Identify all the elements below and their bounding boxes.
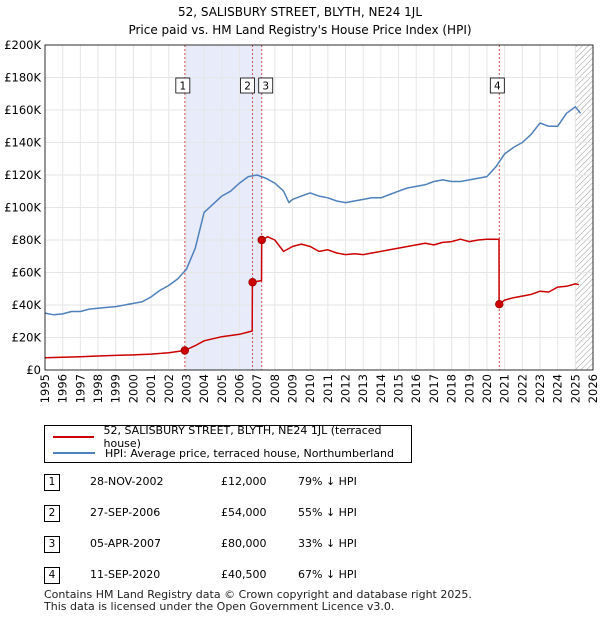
transaction-number: 2 bbox=[44, 505, 60, 522]
legend-item-hpi: HPI: Average price, terraced house, Nort… bbox=[53, 445, 394, 461]
price-paid-swatch bbox=[53, 436, 94, 438]
x-tick-label: 2025 bbox=[568, 374, 582, 403]
x-tick-label: 2008 bbox=[268, 374, 282, 403]
sale-1-point bbox=[180, 346, 190, 355]
y-tick-label: £120K bbox=[4, 168, 41, 182]
y-tick-label: £0 bbox=[26, 363, 41, 377]
sale-2-point bbox=[248, 278, 257, 287]
plot-frame bbox=[44, 44, 594, 371]
transaction-price: £80,000 bbox=[221, 537, 267, 550]
sale-badge-number: 2 bbox=[244, 81, 251, 93]
x-tick-label: 2013 bbox=[356, 374, 370, 403]
x-tick-label: 1999 bbox=[109, 374, 123, 403]
sale-3-badge: 3 bbox=[258, 77, 274, 94]
sale-2-badge: 2 bbox=[240, 77, 255, 94]
transaction-date: 05-APR-2007 bbox=[90, 537, 162, 550]
sale-4-point bbox=[495, 299, 504, 309]
x-tick-label: 2026 bbox=[586, 374, 600, 403]
legend-item-price-paid: 52, SALISBURY STREET, BLYTH, NE24 1JL (t… bbox=[53, 424, 411, 450]
footer-copyright: Contains HM Land Registry data © Crown c… bbox=[44, 588, 472, 601]
x-tick-label: 2007 bbox=[250, 374, 264, 403]
transaction-hpi-diff: 33% ↓ HPI bbox=[298, 537, 357, 550]
x-tick-label: 2019 bbox=[462, 374, 476, 403]
title-address: 52, SALISBURY STREET, BLYTH, NE24 1JL bbox=[177, 5, 423, 19]
x-tick-label: 2002 bbox=[162, 374, 176, 403]
x-tick-label: 2015 bbox=[392, 374, 406, 403]
x-tick-label: 2017 bbox=[427, 374, 441, 403]
x-tick-label: 2010 bbox=[303, 374, 317, 403]
transaction-hpi-diff: 79% ↓ HPI bbox=[298, 475, 357, 488]
x-tick-label: 2024 bbox=[551, 374, 565, 403]
x-tick-label: 2005 bbox=[215, 374, 229, 403]
chart-legend: 52, SALISBURY STREET, BLYTH, NE24 1JL (t… bbox=[44, 424, 412, 463]
y-tick-label: £20K bbox=[12, 331, 42, 345]
transaction-hpi-diff: 67% ↓ HPI bbox=[298, 568, 357, 581]
sale-3-point bbox=[257, 235, 266, 245]
x-tick-label: 2020 bbox=[480, 374, 494, 403]
y-tick-label: £180K bbox=[4, 71, 41, 85]
x-tick-label: 2004 bbox=[197, 374, 211, 403]
x-tick-label: 1995 bbox=[38, 374, 52, 403]
sale-badge-number: 1 bbox=[179, 81, 186, 93]
x-tick-label: 2000 bbox=[126, 374, 140, 403]
y-tick-label: £140K bbox=[4, 136, 41, 150]
x-tick-label: 2011 bbox=[321, 374, 335, 403]
transaction-date: 11-SEP-2020 bbox=[90, 568, 161, 581]
transaction-number: 3 bbox=[44, 536, 60, 553]
transaction-number: 1 bbox=[44, 474, 60, 491]
attribution-footer: Contains HM Land Registry data © Crown c… bbox=[44, 589, 472, 613]
y-tick-label: £80K bbox=[12, 233, 42, 247]
x-tick-label: 1997 bbox=[73, 374, 87, 403]
transaction-price: £54,000 bbox=[221, 506, 267, 519]
price-chart: £0 £20K £40K £60K £80K £100K £120K £140K £160K £1… bbox=[4, 38, 600, 403]
x-tick-label: 1998 bbox=[91, 374, 105, 403]
y-tick-label: £200K bbox=[4, 38, 41, 52]
chart-title: 52, SALISBURY STREET, BLYTH, NE24 1JL Pr… bbox=[0, 3, 600, 39]
x-tick-label: 2016 bbox=[409, 374, 423, 403]
hpi-swatch bbox=[53, 452, 95, 454]
title-subtitle: Price paid vs. HM Land Registry's House … bbox=[128, 23, 472, 37]
x-tick-label: 1996 bbox=[56, 374, 70, 403]
sale-badge-box bbox=[175, 77, 191, 94]
transaction-date: 27-SEP-2006 bbox=[90, 506, 161, 519]
x-tick-label: 2009 bbox=[286, 374, 300, 403]
x-tick-label: 2006 bbox=[232, 374, 246, 403]
sale-4-badge: 4 bbox=[489, 77, 505, 94]
y-tick-label: £60K bbox=[12, 266, 42, 280]
footer-licence: This data is licensed under the Open Gov… bbox=[44, 600, 395, 613]
hpi-series-line bbox=[44, 106, 582, 316]
y-tick-label: £160K bbox=[4, 103, 41, 117]
x-tick-label: 2012 bbox=[339, 374, 353, 403]
sale-1-badge: 1 bbox=[175, 77, 191, 94]
legend-price-paid-label: 52, SALISBURY STREET, BLYTH, NE24 1JL (t… bbox=[103, 424, 382, 450]
x-tick-label: 2003 bbox=[179, 374, 193, 403]
x-tick-label: 2018 bbox=[445, 374, 459, 403]
price-paid-series-line bbox=[44, 236, 580, 359]
y-tick-label: £40K bbox=[12, 298, 42, 312]
transaction-date: 28-NOV-2002 bbox=[90, 475, 164, 488]
sale-badge-box bbox=[258, 77, 274, 94]
x-tick-label: 2022 bbox=[515, 374, 529, 403]
x-tick-label: 2023 bbox=[533, 374, 547, 403]
y-tick-label: £100K bbox=[4, 201, 41, 215]
x-tick-label: 2021 bbox=[498, 374, 512, 403]
transaction-hpi-diff: 55% ↓ HPI bbox=[298, 506, 357, 519]
sale-badge-box bbox=[240, 77, 255, 94]
x-tick-label: 2001 bbox=[144, 374, 158, 403]
transaction-number: 4 bbox=[44, 567, 60, 584]
transaction-price: £12,000 bbox=[221, 475, 267, 488]
sale-badge-number: 4 bbox=[494, 81, 501, 93]
sale-badge-box bbox=[489, 77, 505, 94]
transaction-price: £40,500 bbox=[221, 568, 267, 581]
legend-hpi-label: HPI: Average price, terraced house, Nort… bbox=[105, 446, 394, 460]
x-tick-label: 2014 bbox=[374, 374, 388, 403]
sale-badge-number: 3 bbox=[262, 81, 269, 93]
